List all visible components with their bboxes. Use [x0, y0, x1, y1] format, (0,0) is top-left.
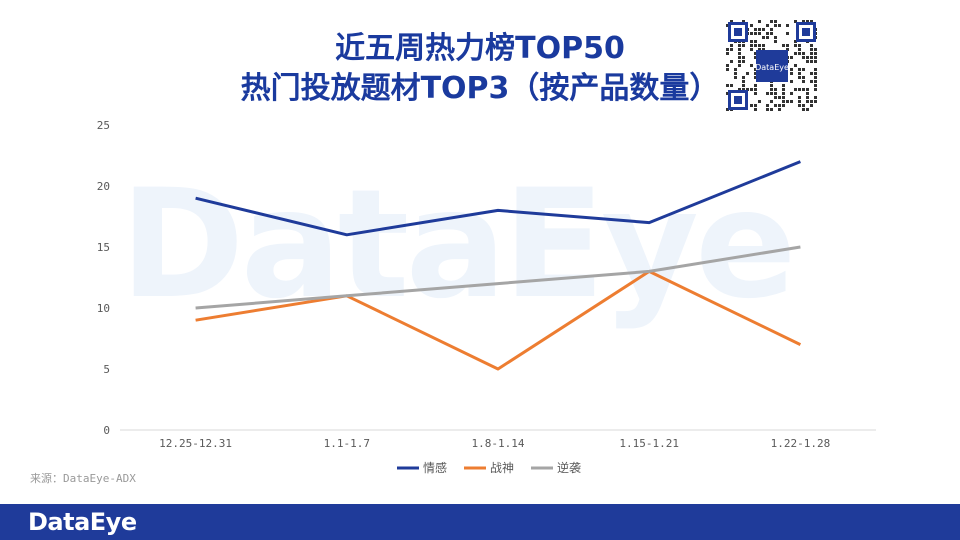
y-tick-label: 25 [97, 119, 110, 132]
chart-title-line2: 热门投放题材TOP3（按产品数量） [240, 71, 720, 106]
x-tick-label: 1.22-1.28 [771, 437, 831, 450]
series-line-2 [195, 245, 801, 310]
y-tick-label: 5 [103, 363, 110, 376]
legend-label: 情感 [423, 460, 447, 475]
source-note: 来源：DataEye-ADX [30, 472, 136, 485]
y-tick-label: 15 [97, 241, 110, 254]
legend-label: 战神 [490, 461, 514, 475]
watermark-logo: DataEye [120, 158, 797, 332]
series-line-1 [195, 269, 802, 371]
y-tick-label: 10 [97, 302, 110, 315]
chart-title-line1: 近五周热力榜TOP50 [335, 31, 625, 66]
x-tick-label: 12.25-12.31 [159, 437, 232, 450]
x-tick-label: 1.15-1.21 [619, 437, 679, 450]
x-tick-label: 1.8-1.14 [472, 437, 525, 450]
x-tick-label: 1.1-1.7 [324, 437, 370, 450]
y-tick-label: 20 [97, 180, 110, 193]
footer-logo: DataEye [28, 508, 137, 536]
qr-center-logo: DataEye [755, 63, 789, 72]
qr-code-image: DataEye [726, 20, 818, 112]
series-line-0 [195, 160, 801, 237]
y-tick-label: 0 [103, 424, 110, 437]
line-chart: 0 5 10 15 20 25 12.25-12.31 1.1-1.7 1.8-1.14 1.1… [97, 119, 876, 475]
legend-label: 逆袭 [557, 460, 581, 475]
footer-bar: DataEye [0, 504, 960, 540]
